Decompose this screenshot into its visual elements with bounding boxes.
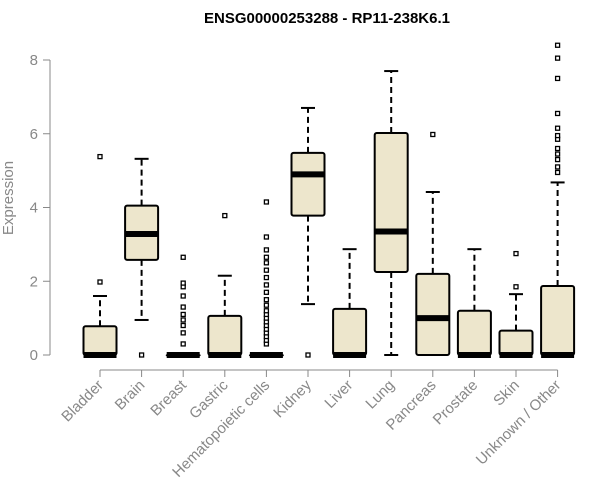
outlier-point xyxy=(513,284,519,290)
outlier-point xyxy=(263,308,270,314)
outlier-point xyxy=(180,322,186,329)
y-tick-label: 2 xyxy=(30,273,38,290)
outlier-point xyxy=(180,330,186,336)
box-pancreas xyxy=(415,131,451,356)
outlier-point xyxy=(305,352,311,358)
x-tick-label: Bladder xyxy=(58,377,107,426)
box-breast xyxy=(165,254,201,358)
box-body xyxy=(332,307,368,356)
box-liver xyxy=(332,248,368,358)
box-prostate xyxy=(456,248,492,358)
outlier-point xyxy=(554,110,561,117)
outlier-point xyxy=(554,132,561,139)
x-tick-label: Breast xyxy=(147,376,190,419)
outlier-point xyxy=(180,311,186,318)
box-kidney xyxy=(290,106,326,358)
outlier-point xyxy=(554,156,561,163)
outlier-point xyxy=(180,317,186,323)
outlier-point xyxy=(263,267,270,273)
outlier-point xyxy=(263,274,270,281)
y-tick-label: 8 xyxy=(30,52,38,69)
outlier-point xyxy=(263,247,270,253)
chart-title: ENSG00000253288 - RP11-238K6.1 xyxy=(204,10,450,27)
box-unknown-other xyxy=(540,42,576,358)
outlier-point xyxy=(263,282,270,288)
outlier-point xyxy=(263,302,270,308)
outlier-point xyxy=(554,164,561,170)
box-body xyxy=(540,285,576,357)
outlier-point xyxy=(554,75,561,82)
box-bladder xyxy=(82,153,118,358)
outlier-point xyxy=(263,254,270,260)
outlier-point xyxy=(97,279,103,285)
box-gastric xyxy=(207,212,243,358)
outlier-point xyxy=(263,289,270,295)
y-tick-label: 0 xyxy=(30,347,38,364)
outlier-point xyxy=(554,151,561,157)
box-body xyxy=(456,309,492,356)
outlier-point xyxy=(97,153,103,160)
box-body xyxy=(82,325,118,356)
outlier-point xyxy=(554,55,561,61)
x-tick-label: Skin xyxy=(490,377,523,410)
x-tick-label: Prostate xyxy=(430,377,482,429)
y-axis-label: Expression xyxy=(0,161,17,235)
box-brain xyxy=(124,157,160,358)
x-tick-label: Kidney xyxy=(270,376,315,421)
y-tick-label: 4 xyxy=(30,200,38,217)
outlier-point xyxy=(138,352,145,358)
outlier-point xyxy=(180,280,186,286)
outlier-point xyxy=(263,297,270,303)
box-body xyxy=(207,314,243,357)
box-lung xyxy=(373,70,409,356)
boxes-group xyxy=(82,42,576,358)
outlier-point xyxy=(554,145,561,152)
outlier-point xyxy=(180,293,186,299)
outlier-point xyxy=(263,199,270,205)
x-tick-label: Lung xyxy=(362,377,398,413)
outlier-point xyxy=(180,341,186,347)
outlier-point xyxy=(430,131,436,138)
outlier-point xyxy=(180,254,186,260)
box-body xyxy=(415,272,451,356)
outlier-point xyxy=(554,169,561,176)
y-ticks: 0 2 4 6 8 xyxy=(30,52,50,364)
outlier-point xyxy=(554,125,561,131)
box-hematopoietic-cells xyxy=(248,199,284,358)
box-body xyxy=(373,132,409,274)
x-tick-label: Liver xyxy=(321,377,356,412)
y-tick-label: 6 xyxy=(30,126,38,143)
box-body xyxy=(498,329,534,357)
outlier-point xyxy=(513,250,519,257)
outlier-point xyxy=(222,212,228,219)
outlier-point xyxy=(180,304,186,310)
box-body xyxy=(290,151,326,217)
outlier-point xyxy=(554,42,561,48)
outlier-point xyxy=(263,260,270,266)
box-skin xyxy=(498,250,534,358)
outlier-point xyxy=(263,234,270,240)
x-tick-label: Brain xyxy=(112,377,149,414)
